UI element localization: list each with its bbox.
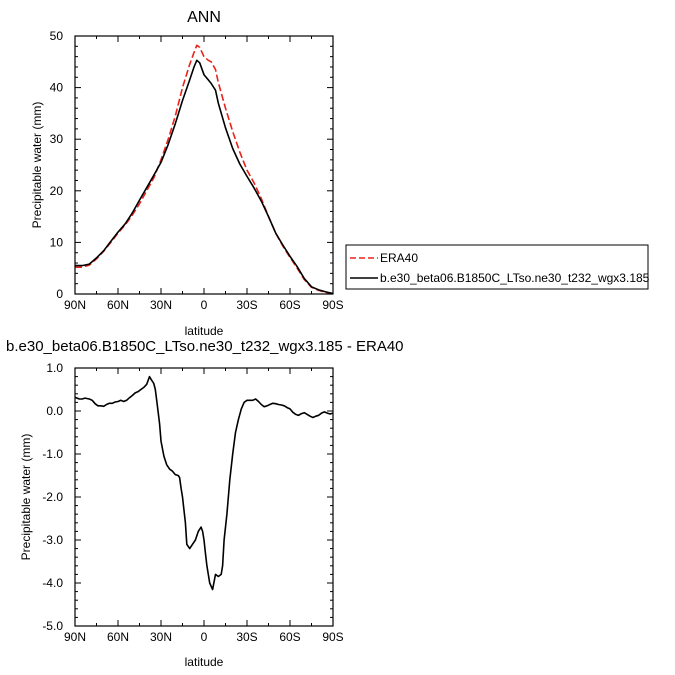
legend: ERA40 b.e30_beta06.B1850C_LTso.ne30_t232… <box>345 244 650 290</box>
x-tick-label: 60S <box>279 298 300 312</box>
x-axis-label: latitude <box>185 655 224 669</box>
y-tick-label: 50 <box>50 29 64 43</box>
x-tick-label: 30S <box>236 298 257 312</box>
plot-frame <box>74 367 334 627</box>
series-line-difference <box>74 375 334 591</box>
x-tick-label: 0 <box>201 298 208 312</box>
x-tick-label: 30S <box>236 630 257 644</box>
x-tick-label: 90S <box>322 298 343 312</box>
y-tick-label: 30 <box>50 132 64 146</box>
x-tick-label: 60N <box>107 630 129 644</box>
y-tick-label: -3.0 <box>42 533 63 547</box>
x-tick-label: 90S <box>322 630 343 644</box>
y-axis-label: Precipitable water (mm) <box>30 102 44 229</box>
x-tick-label: 90N <box>64 630 86 644</box>
series-line-model <box>75 59 334 295</box>
y-tick-label: -1.0 <box>42 447 63 461</box>
y-axis-label: Precipitable water (mm) <box>19 434 33 561</box>
chart-title: b.e30_beta06.B1850C_LTso.ne30_t232_wgx3.… <box>6 338 404 355</box>
top-chart: ANN Precipitable water (mm) latitude 90N… <box>30 9 344 338</box>
bottom-chart: b.e30_beta06.B1850C_LTso.ne30_t232_wgx3.… <box>6 338 404 669</box>
y-tick-label: 10 <box>50 235 64 249</box>
x-tick-label: 0 <box>201 630 208 644</box>
x-tick-label: 90N <box>64 298 86 312</box>
y-tick-label: 0.0 <box>46 404 63 418</box>
y-tick-label: -2.0 <box>42 490 63 504</box>
x-tick-label: 30N <box>150 630 172 644</box>
plot-frame <box>74 35 334 295</box>
x-tick-label: 30N <box>150 298 172 312</box>
x-tick-label: 60N <box>107 298 129 312</box>
legend-box <box>345 244 649 290</box>
y-tick-label: 1.0 <box>46 361 63 375</box>
x-tick-label: 60S <box>279 630 300 644</box>
y-tick-label: -5.0 <box>42 619 63 633</box>
legend-label-model: b.e30_beta06.B1850C_LTso.ne30_t232_wgx3.… <box>380 271 650 285</box>
legend-label-era40: ERA40 <box>380 251 418 265</box>
y-tick-label: -4.0 <box>42 576 63 590</box>
x-axis-label: latitude <box>185 324 224 338</box>
y-tick-label: 40 <box>50 81 64 95</box>
y-tick-label: 0 <box>56 287 63 301</box>
y-tick-label: 20 <box>50 184 64 198</box>
series-line-era40 <box>75 44 334 295</box>
chart-title: ANN <box>187 9 221 26</box>
